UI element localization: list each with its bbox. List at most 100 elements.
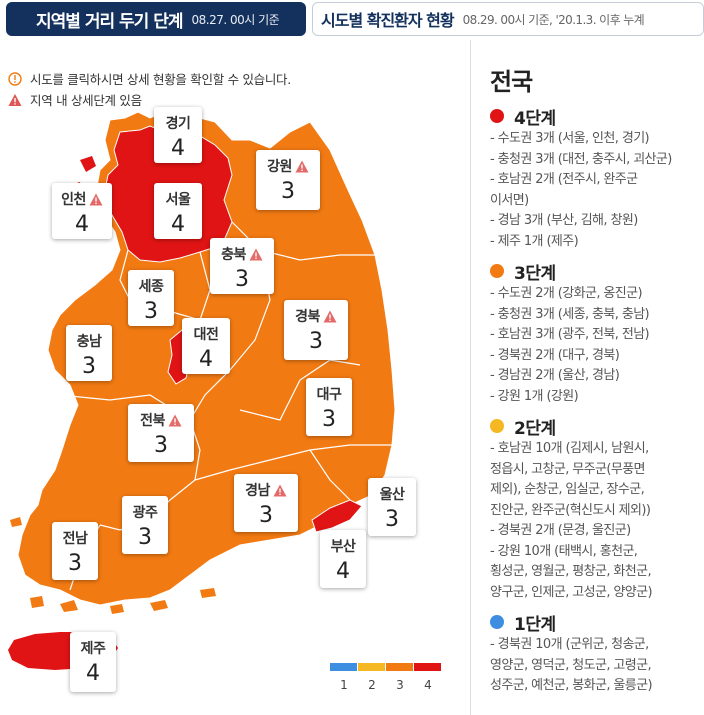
level-item: - 강원 1개 (강원): [490, 388, 579, 404]
level-item: - 경북권 2개 (대구, 경북): [490, 347, 620, 363]
tab-title: 지역별 거리 두기 단계: [36, 11, 184, 32]
legend-swatch-4: [414, 663, 441, 671]
warning-icon: [295, 160, 309, 172]
region-name: 경기: [165, 116, 191, 132]
region-card-daejeon[interactable]: 대전 4: [182, 318, 230, 374]
region-level: 3: [82, 354, 96, 379]
warning-icon: [273, 484, 287, 496]
level-item: - 수도권 3개 (서울, 인천, 경기): [490, 131, 650, 146]
busan-region[interactable]: [311, 499, 363, 533]
region-name: 부산: [330, 539, 356, 555]
region-card-chungbuk[interactable]: 충북 3: [210, 238, 274, 294]
panel-divider: [470, 40, 471, 715]
region-name: 서울: [165, 192, 191, 208]
tab-date: 08.27. 00시 기준: [191, 12, 280, 27]
region-name: 경남: [245, 483, 270, 499]
level-item: - 충청권 3개 (대전, 충주시, 괴산군): [490, 151, 672, 167]
level-dot: [490, 109, 504, 123]
note-text: 지역 내 상세단계 있음: [30, 93, 142, 108]
region-card-daegu[interactable]: 대구 3: [306, 378, 352, 436]
region-card-ulsan[interactable]: 울산 3: [368, 478, 416, 536]
region-card-jeonbuk[interactable]: 전북 3: [128, 404, 194, 462]
legend-label: 1: [340, 678, 348, 692]
region-level: 4: [171, 136, 185, 161]
tab-bar: 지역별 거리 두기 단계 08.27. 00시 기준 시도별 확진환자 현황 0…: [0, 0, 704, 40]
level-label: 2단계: [514, 418, 556, 439]
level-item: - 호남권 3개 (광주, 전북, 전남): [490, 327, 650, 342]
region-level: 4: [75, 212, 89, 237]
region-name: 충남: [76, 334, 102, 350]
level-item: - 호남권 10개 (김제시, 남원시, 정읍시, 고창군, 무주군(무풍면 제…: [490, 441, 651, 518]
region-level: 3: [259, 503, 273, 528]
level-item: - 수도권 2개 (강화군, 옹진군): [490, 286, 643, 301]
incheon-islands[interactable]: [80, 156, 96, 172]
level-label: 3단계: [514, 263, 556, 284]
region-name: 강원: [267, 159, 292, 175]
map-notes: 시도를 클릭하시면 상세 현황을 확인할 수 있습니다. 지역 내 상세단계 있…: [8, 68, 291, 110]
region-level: 4: [336, 559, 350, 584]
region-name: 충북: [221, 247, 246, 263]
panel-title: 전국: [490, 68, 533, 96]
level-label: 1단계: [514, 614, 556, 635]
region-name: 대전: [193, 327, 219, 343]
region-card-gyeonggi[interactable]: 경기 4: [154, 107, 202, 163]
tab-distancing-levels[interactable]: 지역별 거리 두기 단계 08.27. 00시 기준: [6, 2, 306, 36]
level-item: - 경남 3개 (부산, 김해, 창원): [490, 213, 638, 228]
level-dot: [490, 615, 504, 629]
region-name: 경북: [295, 309, 320, 325]
region-card-gwangju[interactable]: 광주 3: [122, 496, 168, 554]
region-name: 광주: [132, 505, 158, 521]
tab-confirmed-cases[interactable]: 시도별 확진환자 현황 08.29. 00시 기준, '20.1.3. 이후 누…: [312, 2, 704, 36]
region-name: 세종: [138, 279, 164, 295]
region-card-seoul[interactable]: 서울 4: [154, 183, 202, 239]
region-name: 전북: [140, 413, 165, 429]
warning-icon: [249, 248, 263, 260]
region-card-busan[interactable]: 부산 4: [320, 530, 366, 588]
region-card-gyeongbuk[interactable]: 경북 3: [284, 300, 348, 360]
level-dot: [490, 264, 504, 278]
region-level: 3: [144, 299, 158, 324]
legend-label: 4: [424, 678, 432, 692]
level-item: - 경북권 10개 (군위군, 청송군, 영양군, 영덕군, 청도군, 고령군,…: [490, 637, 653, 693]
southern-islands[interactable]: [10, 517, 216, 614]
region-name: 전남: [62, 531, 88, 547]
level-section-2: 2단계 - 호남권 10개 (김제시, 남원시, 정읍시, 고창군, 무주군(무…: [490, 413, 700, 603]
region-level: 3: [322, 407, 336, 432]
region-card-chungnam[interactable]: 충남 3: [66, 325, 112, 381]
level-item: - 강원 10개 (태백시, 홍천군, 횡성군, 영월군, 평창군, 화천군, …: [490, 543, 653, 600]
level-item: - 호남권 2개 (전주시, 완주군 이서면): [490, 172, 638, 208]
legend-swatch-1: [330, 663, 357, 671]
region-level: 3: [138, 525, 152, 550]
tab-title: 시도별 확진환자 현황: [321, 11, 455, 30]
level-item: - 경북권 2개 (문경, 울진군): [490, 523, 631, 538]
info-note: 시도를 클릭하시면 상세 현황을 확인할 수 있습니다.: [8, 68, 291, 89]
region-card-incheon[interactable]: 인천 4: [52, 183, 112, 239]
level-legend: 1 2 3 4: [330, 663, 442, 692]
region-level: 3: [309, 329, 323, 354]
warning-icon: [89, 193, 103, 205]
level-label: 4단계: [514, 108, 556, 129]
region-level: 4: [199, 347, 213, 372]
warning-icon: [168, 414, 182, 426]
note-text: 시도를 클릭하시면 상세 현황을 확인할 수 있습니다.: [30, 72, 291, 87]
legend-label: 3: [396, 678, 404, 692]
national-summary-panel: 전국 4단계 - 수도권 3개 (서울, 인천, 경기) - 충청권 3개 (대…: [490, 62, 700, 703]
region-level: 3: [68, 551, 82, 576]
region-name: 울산: [379, 487, 405, 503]
region-card-sejong[interactable]: 세종 3: [128, 270, 174, 326]
level-section-4: 4단계 - 수도권 3개 (서울, 인천, 경기) - 충청권 3개 (대전, …: [490, 103, 700, 252]
region-card-gangwon[interactable]: 강원 3: [256, 150, 320, 210]
region-card-gyeongnam[interactable]: 경남 3: [234, 474, 298, 532]
level-item: - 충청권 3개 (세종, 충북, 충남): [490, 306, 650, 322]
legend-swatch-3: [386, 663, 413, 671]
warning-note: 지역 내 상세단계 있음: [8, 89, 291, 110]
region-card-jeju[interactable]: 제주 4: [70, 632, 116, 692]
tab-date: 08.29. 00시 기준, '20.1.3. 이후 누계: [462, 12, 645, 27]
region-level: 3: [385, 507, 399, 532]
region-card-jeonnam[interactable]: 전남 3: [52, 522, 98, 580]
info-icon: [8, 71, 22, 86]
region-name: 대구: [316, 387, 342, 403]
level-item: - 경남권 2개 (울산, 경남): [490, 368, 620, 383]
region-name: 인천: [61, 192, 86, 208]
region-level: 4: [171, 212, 185, 237]
